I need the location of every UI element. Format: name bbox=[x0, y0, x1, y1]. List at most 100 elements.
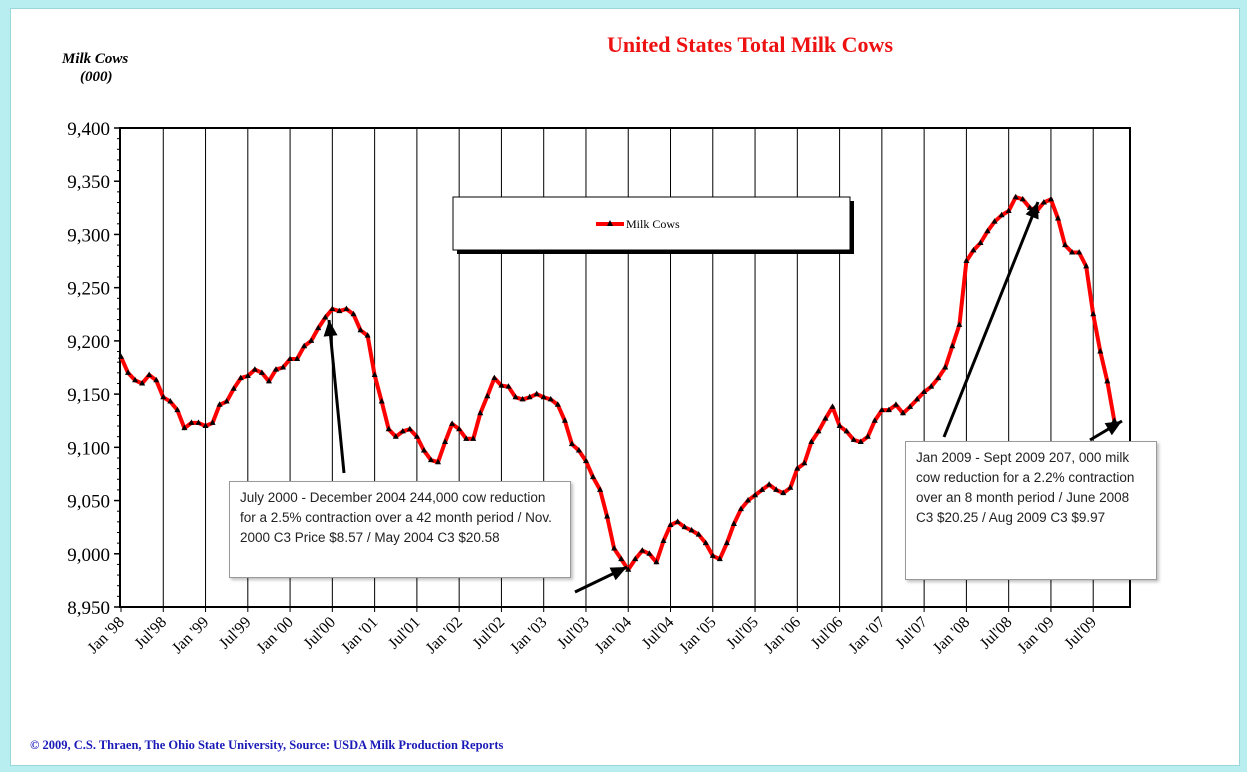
data-point-marker bbox=[202, 422, 209, 429]
annotation-box-2009: Jan 2009 - Sept 2009 207, 000 milk cow r… bbox=[905, 441, 1157, 580]
arrow-sep-2009-head bbox=[1104, 421, 1122, 436]
data-point-marker bbox=[864, 433, 871, 439]
data-point-marker bbox=[364, 332, 371, 338]
data-point-marker bbox=[343, 305, 350, 311]
data-point-marker bbox=[477, 409, 484, 416]
data-point-marker bbox=[167, 398, 174, 404]
x-tick-label: Jan '99 bbox=[169, 614, 212, 657]
data-point-marker bbox=[949, 342, 956, 349]
chart-title: United States Total Milk Cows bbox=[606, 32, 894, 57]
data-point-marker bbox=[484, 392, 491, 399]
data-point-marker bbox=[315, 324, 322, 331]
data-point-marker bbox=[892, 401, 899, 407]
data-point-marker bbox=[1097, 348, 1104, 354]
x-tick-label: Jan '09 bbox=[1014, 614, 1057, 657]
data-point-marker bbox=[1062, 241, 1069, 248]
data-point-marker bbox=[582, 457, 589, 464]
data-point-marker bbox=[294, 355, 301, 361]
data-point-marker bbox=[1083, 262, 1090, 269]
y-tick-label: 9,350 bbox=[67, 172, 110, 193]
x-tick-label: Jul'08 bbox=[977, 614, 1016, 653]
data-point-marker bbox=[533, 390, 540, 397]
x-tick-label: Jan '07 bbox=[845, 614, 888, 657]
data-point-marker bbox=[287, 355, 294, 361]
data-point-marker bbox=[660, 537, 667, 544]
data-point-marker bbox=[1054, 214, 1061, 221]
data-point-marker bbox=[723, 539, 730, 546]
data-point-marker bbox=[822, 415, 829, 421]
series-line-milk-cows bbox=[119, 195, 1117, 572]
data-point-marker bbox=[1076, 249, 1083, 255]
data-point-marker bbox=[519, 395, 526, 402]
data-point-marker bbox=[406, 425, 413, 432]
x-tick-label: Jan '01 bbox=[338, 614, 381, 657]
data-point-marker bbox=[540, 393, 547, 400]
data-point-marker bbox=[752, 491, 759, 498]
data-point-marker bbox=[575, 447, 582, 453]
data-point-marker bbox=[350, 310, 357, 317]
data-point-marker bbox=[272, 366, 279, 372]
x-tick-label: Jan '06 bbox=[761, 614, 804, 657]
data-point-marker bbox=[181, 424, 188, 431]
x-tick-label: Jul'06 bbox=[808, 614, 847, 653]
data-point-marker bbox=[1040, 199, 1047, 205]
data-point-marker bbox=[737, 505, 744, 512]
data-point-marker bbox=[385, 425, 392, 432]
data-point-marker bbox=[195, 419, 202, 425]
x-tick-label: Jul'04 bbox=[639, 614, 678, 653]
x-tick-label: Jul'00 bbox=[301, 614, 340, 653]
data-point-marker bbox=[702, 539, 709, 546]
data-point-marker bbox=[442, 438, 449, 445]
data-point-marker bbox=[1047, 195, 1054, 202]
data-point-marker bbox=[174, 406, 181, 413]
y-tick-label: 9,300 bbox=[67, 225, 110, 246]
x-tick-label: Jul'99 bbox=[216, 614, 255, 653]
data-point-marker bbox=[871, 417, 878, 423]
data-point-marker bbox=[258, 369, 265, 375]
data-point-marker bbox=[942, 364, 949, 370]
x-tick-label: Jul'09 bbox=[1061, 614, 1100, 653]
data-point-marker bbox=[526, 393, 533, 400]
arrow-sep-2008 bbox=[942, 201, 1040, 438]
x-tick-label: Jan '02 bbox=[423, 614, 466, 657]
data-point-marker bbox=[554, 401, 561, 407]
x-tick-label: Jan '03 bbox=[507, 614, 550, 657]
x-tick-label: Jul'05 bbox=[723, 614, 762, 653]
y-tick-label: 9,150 bbox=[67, 385, 110, 406]
data-point-marker bbox=[449, 420, 456, 426]
data-point-marker bbox=[505, 383, 512, 389]
data-point-marker bbox=[632, 555, 639, 562]
data-point-marker bbox=[132, 376, 139, 383]
legend-marker bbox=[607, 220, 613, 226]
data-point-marker bbox=[498, 382, 505, 388]
data-point-marker bbox=[963, 257, 970, 264]
y-tick-label: 9,250 bbox=[67, 279, 110, 300]
data-point-marker bbox=[977, 239, 984, 245]
data-point-marker bbox=[470, 435, 477, 441]
data-point-marker bbox=[801, 459, 808, 466]
data-point-marker bbox=[230, 385, 237, 391]
data-point-marker bbox=[378, 398, 385, 404]
data-point-marker bbox=[1005, 207, 1012, 214]
data-point-marker bbox=[639, 547, 646, 553]
data-point-marker bbox=[1012, 193, 1019, 200]
x-tick-label: Jul'07 bbox=[892, 614, 931, 653]
arrow-sep-2008-head bbox=[1025, 202, 1039, 220]
data-point-marker bbox=[991, 218, 998, 224]
data-point-marker bbox=[653, 558, 660, 565]
data-point-marker bbox=[597, 486, 604, 492]
data-point-marker bbox=[322, 313, 329, 320]
data-point-marker bbox=[547, 395, 554, 402]
data-point-marker bbox=[914, 395, 921, 402]
data-point-marker bbox=[667, 521, 674, 528]
data-point-marker bbox=[251, 366, 258, 372]
x-tick-label: Jan '00 bbox=[254, 614, 297, 657]
y-tick-label: 9,050 bbox=[67, 492, 110, 513]
data-point-marker bbox=[590, 473, 597, 480]
data-point-marker bbox=[1026, 204, 1033, 210]
data-point-marker bbox=[223, 398, 230, 404]
data-point-marker bbox=[265, 377, 272, 384]
data-point-marker bbox=[956, 321, 963, 327]
data-point-marker bbox=[878, 406, 885, 413]
y-tick-label: 9,000 bbox=[67, 545, 110, 566]
